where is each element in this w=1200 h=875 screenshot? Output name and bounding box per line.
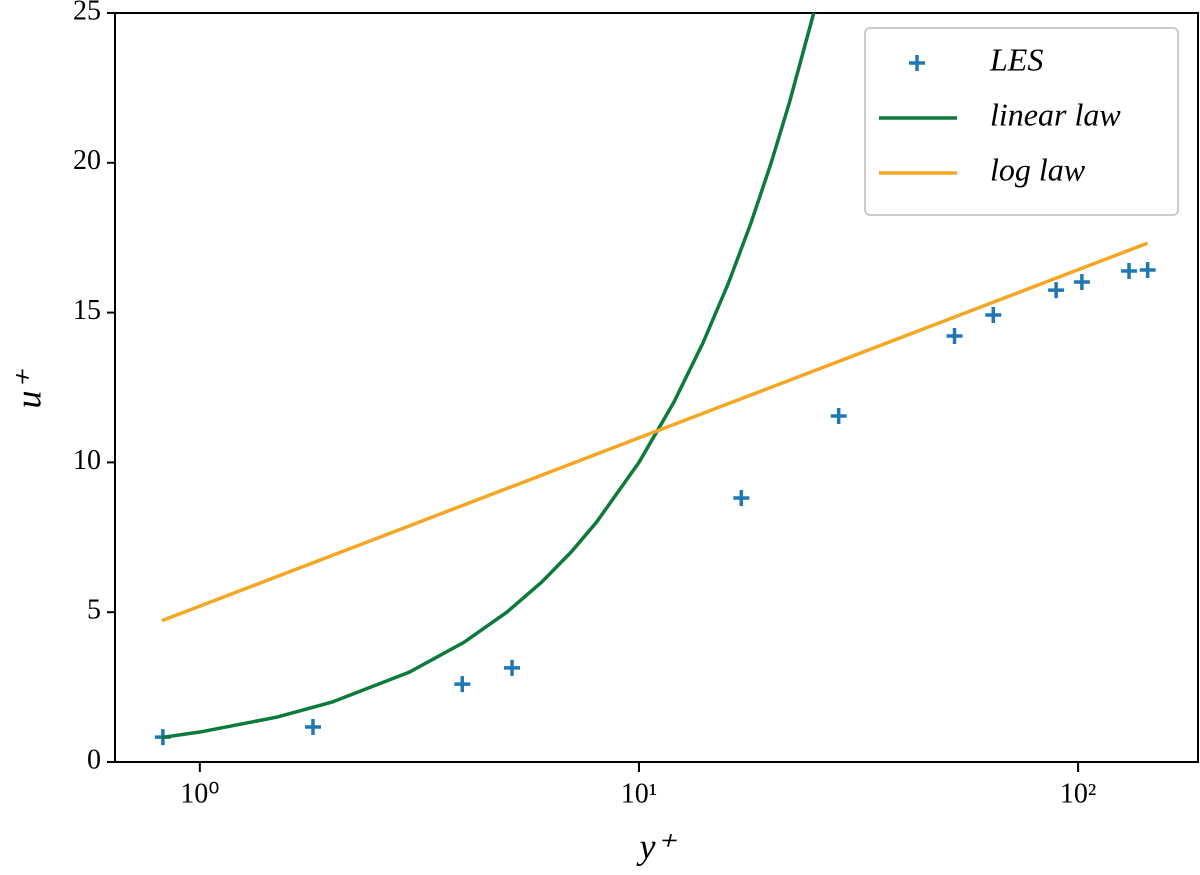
y-tick-label: 25 [73,0,101,26]
y-tick-label: 5 [87,595,101,626]
les-marker [504,659,521,676]
legend: LES linear law log law [864,27,1179,216]
y-tick-label: 0 [87,744,101,775]
y-axis-label: u⁺ [8,369,48,409]
les-marker [1073,274,1090,291]
les-marker [1139,262,1156,279]
les-marker [733,490,750,507]
les-marker [830,407,847,424]
legend-marker [909,55,925,71]
x-tick-label: 10¹ [621,778,657,809]
series-line [161,13,816,740]
plot-frame [114,12,1199,763]
y-tick-label: 10 [73,445,101,476]
legend-label: log law [990,151,1086,187]
legend-label: linear law [990,96,1121,132]
les-marker [985,306,1002,323]
legend-box [864,27,1179,216]
les-marker [1121,262,1138,279]
y-tick-label: 20 [73,145,101,176]
legend-label: LES [989,41,1043,77]
series-line [161,241,1149,623]
les-marker [454,676,471,693]
plot-area [154,13,1156,746]
x-tick-label: 10² [1060,778,1096,809]
les-marker [946,327,963,344]
x-axis-label: y⁺ [637,826,678,866]
y-tick-label: 15 [73,295,101,326]
x-tick-label: 10⁰ [180,778,219,809]
les-marker [304,718,321,735]
les-marker [1048,282,1065,299]
